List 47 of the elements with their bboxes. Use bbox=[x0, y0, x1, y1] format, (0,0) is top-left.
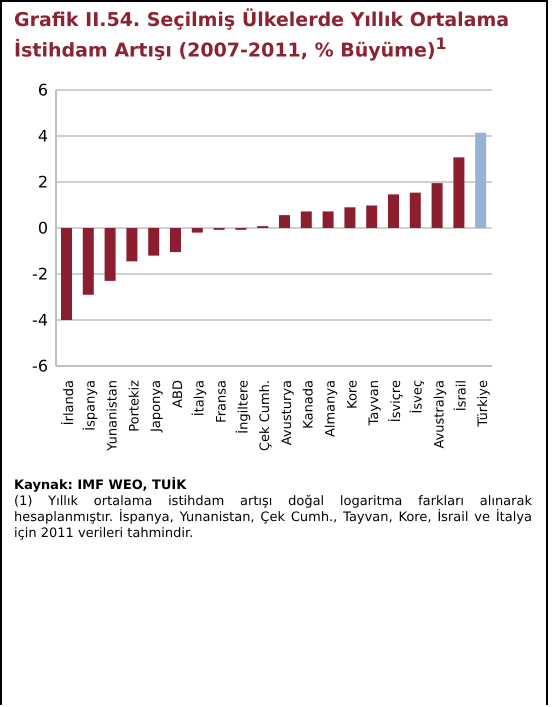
x-tick-label: Tayvan bbox=[367, 380, 382, 427]
x-tick-label: ABD bbox=[170, 380, 186, 408]
text: (1) Yıllık ortalama istihdam artışı doğal logaritma farkları alınarak hesaplanmıştır. İspanya, Yunanistan, Çek Cumh., Tayvan, Kore, İsrail ve İtalya için 2011 verileri tahmindir. bbox=[14, 494, 532, 542]
x-tick-label: İrlanda bbox=[60, 380, 77, 426]
bar bbox=[344, 208, 356, 228]
y-tick-label: 4 bbox=[38, 127, 48, 146]
bar bbox=[126, 228, 138, 262]
bar bbox=[104, 228, 116, 282]
x-tick-label: Almanya bbox=[324, 380, 338, 438]
x-tick-label: Avusturya bbox=[280, 380, 295, 446]
y-tick-label: -4 bbox=[32, 311, 48, 330]
y-tick-label: 0 bbox=[38, 219, 48, 238]
bar bbox=[61, 228, 72, 320]
x-tick-label: Yunanistan bbox=[106, 380, 120, 452]
bar bbox=[300, 212, 312, 228]
bar bbox=[170, 228, 181, 252]
bar bbox=[410, 192, 421, 228]
bar bbox=[475, 133, 486, 228]
bar bbox=[322, 212, 334, 228]
text: Kaynak: IMF WEO, TUİK bbox=[14, 478, 188, 494]
bar bbox=[432, 183, 443, 228]
x-tick-label: Kanada bbox=[302, 380, 317, 430]
bar bbox=[279, 215, 290, 228]
x-tick-label: İspanya bbox=[82, 380, 99, 432]
bar bbox=[366, 206, 378, 228]
x-tick-label: Fransa bbox=[214, 380, 230, 424]
x-tick-label: Japonya bbox=[149, 380, 164, 434]
x-tick-label: İngiltere bbox=[235, 380, 252, 434]
x-tick-label: İsviçre bbox=[388, 380, 404, 422]
bar bbox=[453, 158, 464, 228]
x-tick-label: Avustralya bbox=[432, 380, 448, 449]
x-tick-label: Çek Cumh. bbox=[258, 380, 274, 452]
bar bbox=[148, 228, 160, 256]
x-tick-label: Kore bbox=[345, 380, 360, 410]
bar bbox=[192, 228, 203, 233]
x-tick-label: İsrail bbox=[453, 380, 470, 412]
x-tick-label: İsveç bbox=[410, 380, 426, 414]
bar bbox=[388, 194, 399, 228]
x-tick-label: Türkiye bbox=[476, 380, 492, 428]
y-tick-label: -2 bbox=[32, 265, 48, 284]
y-tick-label: 2 bbox=[38, 173, 48, 192]
bar bbox=[82, 228, 94, 296]
chart-title: Grafik II.54. Seçilmiş Ülkelerde Yıllık Ortalama İstihdam Artışı (2007-2011, % Büyüme)$^{1}$ bbox=[13, 7, 510, 62]
x-tick-label: Portekiz bbox=[127, 380, 142, 432]
x-tick-label: İtalya bbox=[192, 380, 208, 416]
y-tick-label: -6 bbox=[32, 357, 48, 376]
y-tick-label: 6 bbox=[38, 81, 48, 100]
